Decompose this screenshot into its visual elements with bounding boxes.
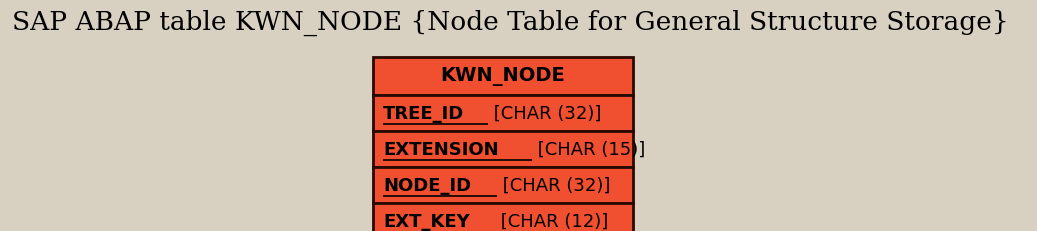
Bar — [373, 58, 633, 96]
Text: [CHAR (12)]: [CHAR (12)] — [495, 212, 608, 230]
Text: NODE_ID: NODE_ID — [383, 176, 471, 194]
Bar — [373, 131, 633, 167]
Text: [CHAR (15)]: [CHAR (15)] — [532, 140, 645, 158]
Bar — [373, 96, 633, 131]
Text: KWN_NODE: KWN_NODE — [441, 67, 565, 86]
Text: SAP ABAP table KWN_NODE {Node Table for General Structure Storage}: SAP ABAP table KWN_NODE {Node Table for … — [12, 10, 1009, 36]
Bar — [373, 167, 633, 203]
Text: [CHAR (32)]: [CHAR (32)] — [497, 176, 610, 194]
Text: TREE_ID: TREE_ID — [383, 105, 465, 122]
Text: EXTENSION: EXTENSION — [383, 140, 499, 158]
Text: [CHAR (32)]: [CHAR (32)] — [487, 105, 601, 122]
Bar — [373, 203, 633, 231]
Text: EXT_KEY: EXT_KEY — [383, 212, 470, 230]
